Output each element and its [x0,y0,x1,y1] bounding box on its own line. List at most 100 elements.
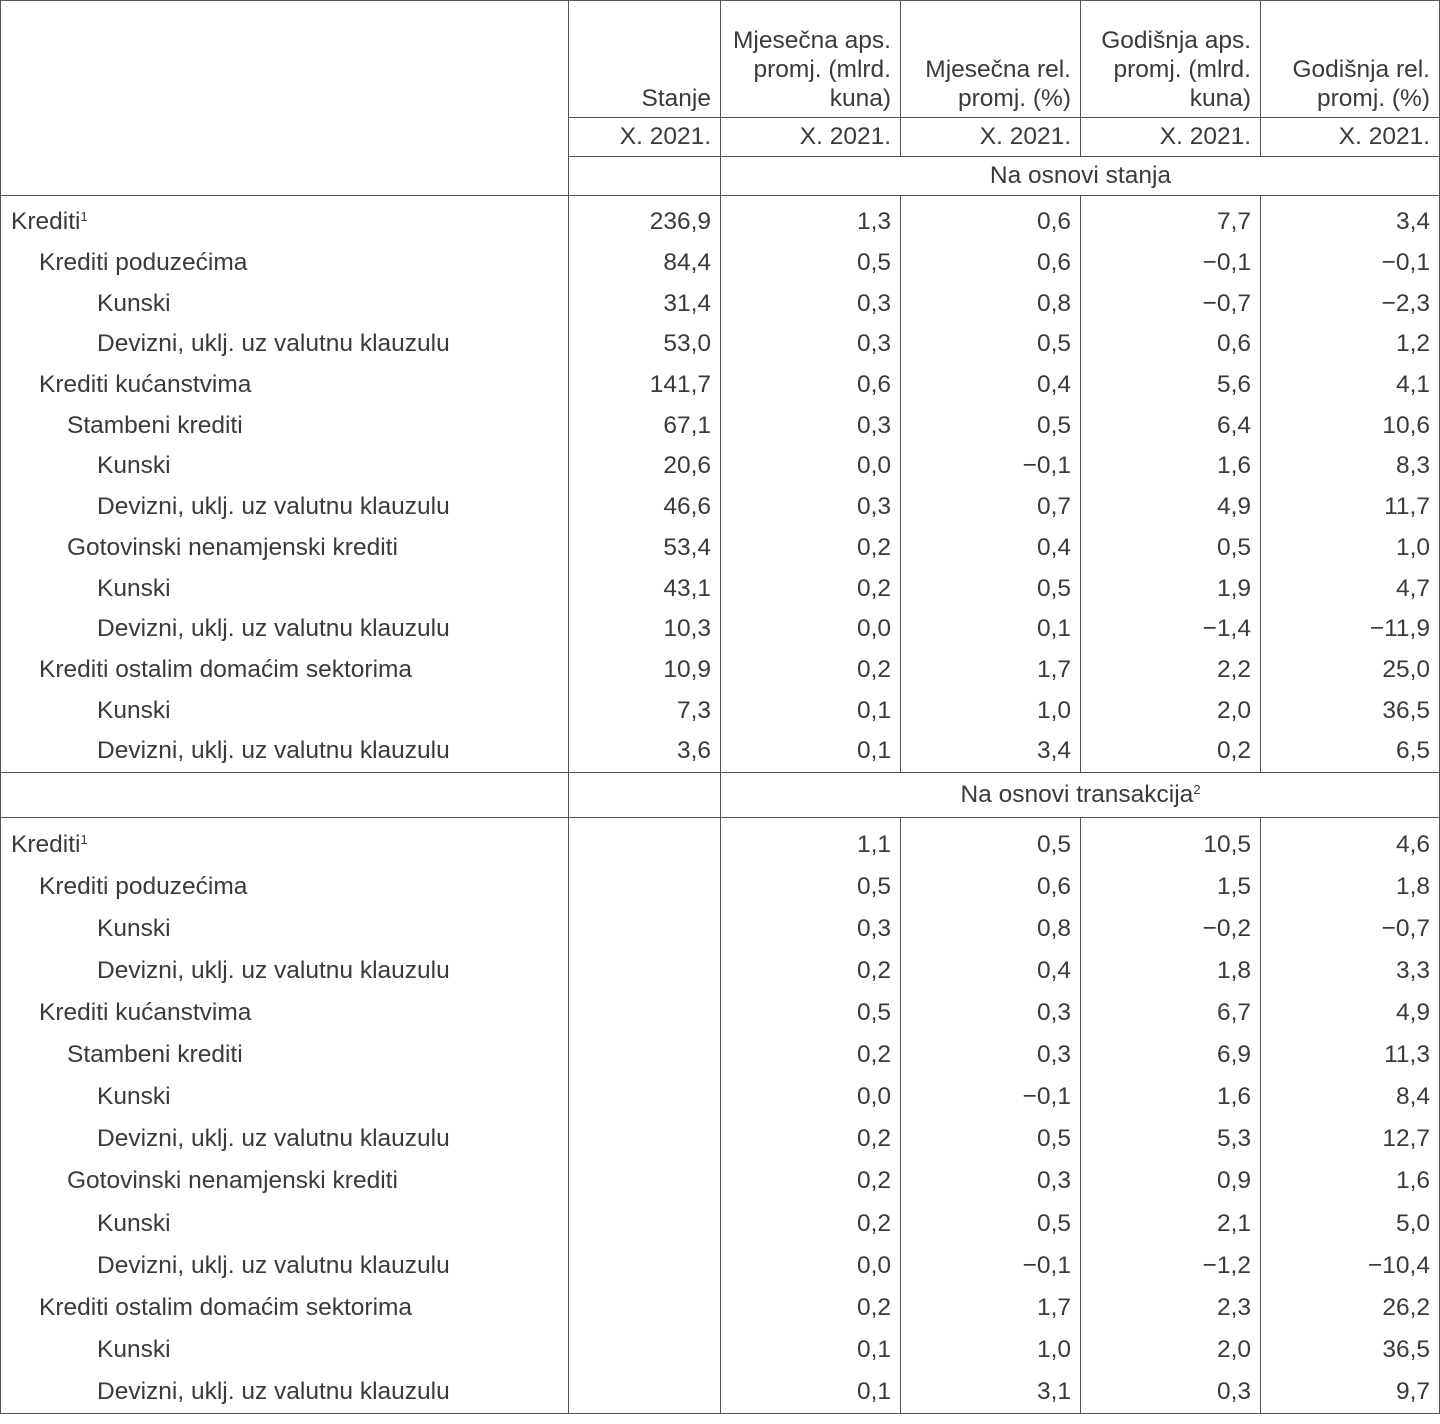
value-cell: 0,9 [1080,1160,1261,1203]
value-cell: 0,4 [900,527,1081,569]
value-cell: 6,9 [1080,1034,1261,1077]
value-cell: 53,0 [568,324,721,365]
section-title: Na osnovi stanja [720,156,1440,196]
row-label: Gotovinski nenamjenski krediti [0,527,569,569]
table-row: Stambeni krediti 67,1 0,3 0,5 6,4 10,6 [0,405,1440,447]
value-cell: 7,3 [568,690,721,731]
value-cell: 1,7 [900,649,1081,691]
value-cell [568,1118,721,1161]
value-cell: 0,2 [720,1286,901,1329]
value-cell: 6,5 [1260,730,1440,773]
value-cell: 0,3 [720,486,901,528]
value-cell: 0,5 [900,1118,1081,1161]
value-cell [568,1244,721,1287]
section-title: Na osnovi transakcija2 [720,771,1440,818]
table-row: Devizni, uklj. uz valutnu klauzulu 46,6 0,… [0,486,1440,528]
value-cell: 0,2 [720,1118,901,1161]
value-cell: 36,5 [1260,690,1440,731]
value-cell: −0,1 [900,1244,1081,1287]
value-cell: 0,5 [720,992,901,1035]
value-cell: 0,7 [900,486,1081,528]
value-cell: 0,3 [720,324,901,365]
column-header: Godišnja rel. promj. (%) [1260,0,1440,118]
value-cell: 5,0 [1260,1202,1440,1245]
row-label: Devizni, uklj. uz valutnu klauzulu [0,608,569,650]
value-cell [568,949,721,992]
row-label: Krediti ostalim domaćim sektorima [0,649,569,691]
empty-cell [0,771,569,818]
section-header-row: Na osnovi stanja [1,156,1440,196]
value-cell: −1,4 [1080,608,1261,650]
value-cell: 0,0 [720,446,901,487]
value-cell: 0,5 [900,568,1081,609]
column-header: Godišnja aps. promj. (mlrd. kuna) [1080,0,1261,118]
table-row: Kunski 7,3 0,1 1,0 2,0 36,5 [0,690,1440,731]
row-label: Krediti1 [0,816,569,866]
value-cell: 7,7 [1080,194,1261,243]
value-cell [568,816,721,866]
value-cell: 0,2 [720,1034,901,1077]
value-cell: 141,7 [568,364,721,406]
table-row: Krediti poduzećima 84,4 0,5 0,6 −0,1 −0,1 [0,242,1440,284]
table-row: Kunski 0,1 1,0 2,0 36,5 [0,1328,1440,1371]
value-cell: −0,1 [900,1076,1081,1119]
value-cell: 10,6 [1260,405,1440,447]
value-cell: 1,6 [1080,446,1261,487]
value-cell: 0,5 [900,324,1081,365]
value-cell: 0,6 [720,364,901,406]
value-cell: 0,2 [720,1202,901,1245]
table-row: Devizni, uklj. uz valutnu klauzulu 0,0 −0,… [0,1244,1440,1287]
table-row: Kunski 20,6 0,0 −0,1 1,6 8,3 [0,446,1440,487]
table-row: Devizni, uklj. uz valutnu klauzulu 0,2 0,5… [0,1118,1440,1161]
row-label: Devizni, uklj. uz valutnu klauzulu [0,1118,569,1161]
row-label: Kunski [0,1076,569,1119]
value-cell: 1,1 [720,816,901,866]
column-header: Stanje [568,0,721,118]
table-row: Kunski 31,4 0,3 0,8 −0,7 −2,3 [0,283,1440,325]
value-cell: 0,4 [900,364,1081,406]
value-cell: 31,4 [568,283,721,325]
row-label: Devizni, uklj. uz valutnu klauzulu [0,1244,569,1287]
value-cell: −10,4 [1260,1244,1440,1287]
value-cell: −0,1 [1080,242,1261,284]
value-cell: 36,5 [1260,1328,1440,1371]
table-row: Krediti kućanstvima 141,7 0,6 0,4 5,6 4,1 [0,364,1440,406]
row-label: Devizni, uklj. uz valutnu klauzulu [0,486,569,528]
row-label: Stambeni krediti [0,1034,569,1077]
value-cell: 1,9 [1080,568,1261,609]
value-cell: 10,3 [568,608,721,650]
value-cell [568,1034,721,1077]
value-cell: 0,5 [720,865,901,908]
period-cell: X. 2021. [1260,117,1440,157]
value-cell: 0,5 [900,405,1081,447]
table-row: Krediti1 1,1 0,5 10,5 4,6 [0,816,1440,866]
table-row: Devizni, uklj. uz valutnu klauzulu 0,1 3,1… [0,1370,1440,1414]
value-cell: 3,1 [900,1370,1081,1414]
footnote-mark: 1 [80,831,88,847]
value-cell: 67,1 [568,405,721,447]
row-label: Gotovinski nenamjenski krediti [0,1160,569,1203]
header-row: Stanje Mjesečna aps. promj. (mlrd. kuna)… [0,0,1440,196]
value-cell: 1,0 [900,690,1081,731]
value-cell: 0,5 [1080,527,1261,569]
value-cell [568,992,721,1035]
table-row: Devizni, uklj. uz valutnu klauzulu 53,0 0,… [0,324,1440,365]
value-cell: −1,2 [1080,1244,1261,1287]
value-cell: 1,5 [1080,865,1261,908]
footnote-mark: 2 [1193,781,1201,797]
value-cell [568,1370,721,1414]
value-cell: 1,6 [1260,1160,1440,1203]
value-cell: 20,6 [568,446,721,487]
value-cell: 1,7 [900,1286,1081,1329]
table-row: Krediti ostalim domaćim sektorima 10,9 0,2… [0,649,1440,691]
period-row: X. 2021. X. 2021. X. 2021. X. 2021. X. 2… [1,117,1440,157]
value-cell: 0,0 [720,1076,901,1119]
row-label: Kunski [0,1328,569,1371]
value-cell: 6,7 [1080,992,1261,1035]
value-cell: 1,2 [1260,324,1440,365]
value-cell: 0,1 [720,1370,901,1414]
value-cell: −0,1 [1260,242,1440,284]
value-cell: 12,7 [1260,1118,1440,1161]
value-cell: 0,1 [720,730,901,773]
row-label: Krediti1 [0,194,569,243]
